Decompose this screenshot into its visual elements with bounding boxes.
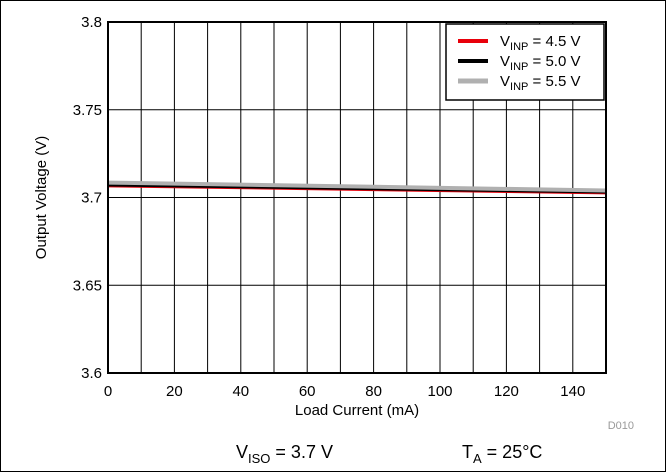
y-tick-label: 3.7 (81, 190, 102, 207)
y-tick-label: 3.6 (81, 365, 102, 382)
condition-label: TA = 25°C (462, 442, 542, 466)
x-tick-label: 40 (232, 383, 249, 400)
y-axis-label: Output Voltage (V) (33, 136, 50, 259)
x-tick-label: 100 (427, 383, 452, 400)
series-lines (107, 180, 607, 195)
x-tick-label: 80 (365, 383, 382, 400)
x-tick-label: 20 (166, 383, 183, 400)
plot-area-border (107, 21, 607, 374)
y-tick-label: 3.65 (73, 277, 102, 294)
legend-label: VINP = 5.0 V (500, 53, 580, 73)
x-tick-label: 120 (494, 383, 519, 400)
y-tick-label: 3.75 (73, 102, 102, 119)
y-tick-label: 3.8 (81, 14, 102, 31)
y-tick-labels: 3.6 3.65 3.7 3.75 3.8 (73, 14, 102, 382)
series-line-3 (107, 180, 607, 193)
figure-code: D010 (608, 420, 634, 432)
x-tick-labels: 0 20 40 60 80 100 120 140 (104, 383, 585, 400)
condition-label: VISO = 3.7 V (236, 442, 333, 466)
legend-label: VINP = 5.5 V (500, 73, 580, 93)
x-tick-label: 0 (104, 383, 112, 400)
x-axis-label: Load Current (mA) (295, 402, 419, 419)
legend-label: VINP = 4.5 V (500, 33, 580, 53)
x-tick-label: 140 (560, 383, 585, 400)
test-conditions: VISO = 3.7 V TA = 25°C (236, 442, 542, 466)
x-tick-label: 60 (299, 383, 316, 400)
